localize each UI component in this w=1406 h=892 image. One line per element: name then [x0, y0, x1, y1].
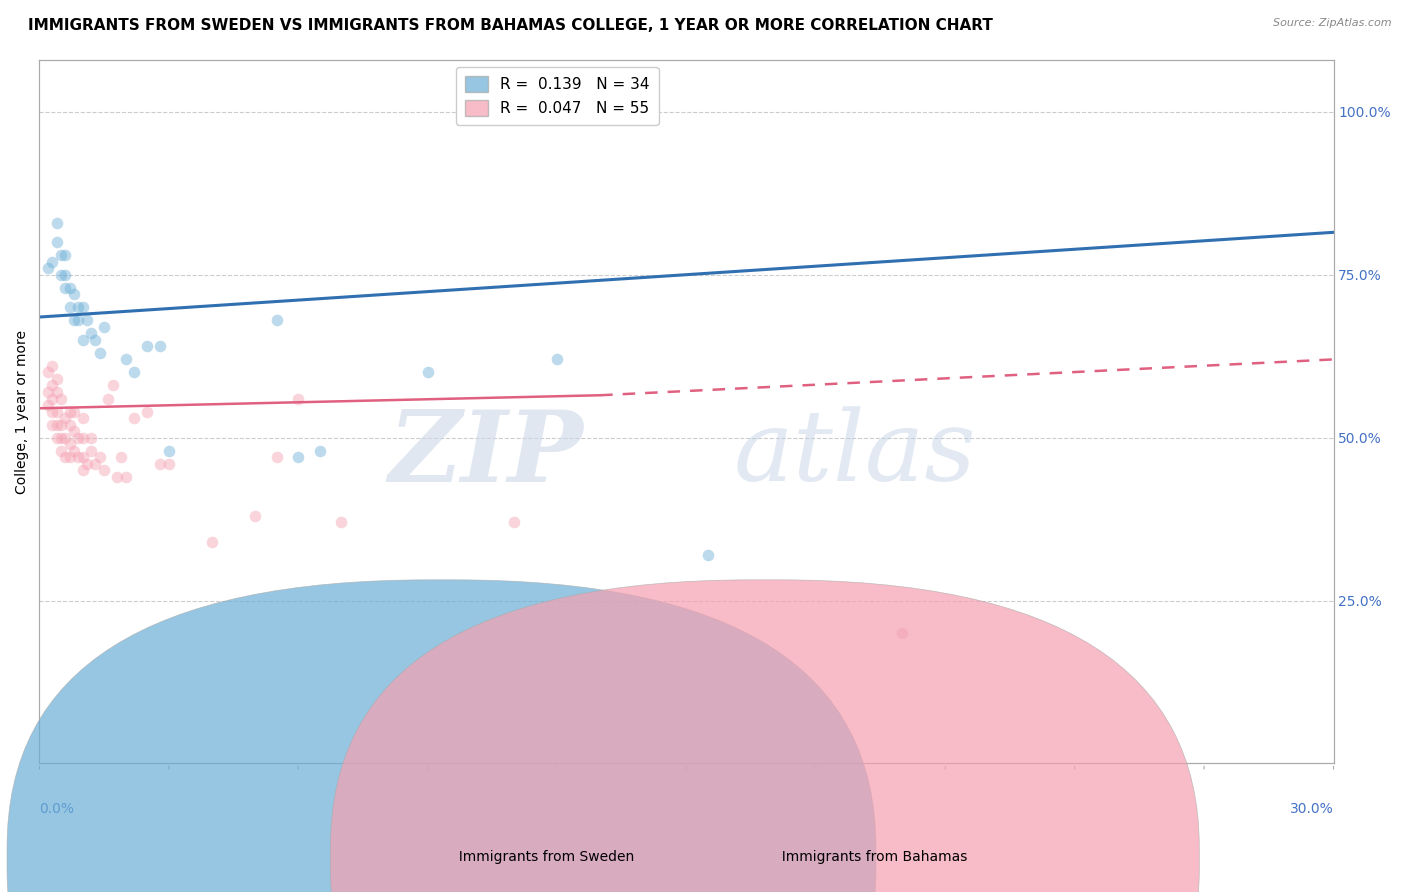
Point [63, 424, 86, 438]
Point [63, 404, 86, 418]
Point [59, 450, 82, 465]
Point [80, 326, 103, 341]
Point [59, 404, 82, 418]
Point [93, 463, 115, 477]
Point [49, 443, 72, 458]
Text: atlas: atlas [734, 406, 976, 501]
Point [53, 281, 76, 295]
Point [53, 248, 76, 262]
Text: Source: ZipAtlas.com: Source: ZipAtlas.com [1274, 18, 1392, 28]
Point [45, 215, 67, 229]
Point [697, 548, 720, 562]
Point [49, 268, 72, 282]
Point [114, 352, 136, 367]
Point [72, 333, 94, 347]
Point [157, 457, 180, 471]
Point [72, 411, 94, 425]
Point [89, 346, 111, 360]
Point [114, 469, 136, 483]
Point [89, 450, 111, 465]
Point [105, 469, 128, 483]
Point [97, 392, 120, 406]
Point [37, 366, 59, 380]
Point [416, 366, 439, 380]
Point [49, 392, 72, 406]
Point [41, 417, 63, 432]
Point [149, 457, 172, 471]
Point [67, 313, 90, 327]
Point [308, 443, 330, 458]
Text: 0.0%: 0.0% [39, 802, 75, 816]
Text: Immigrants from Bahamas: Immigrants from Bahamas [773, 850, 967, 863]
Point [287, 392, 309, 406]
Point [243, 508, 266, 523]
Point [49, 248, 72, 262]
Point [136, 339, 159, 353]
Point [72, 300, 94, 314]
Point [41, 378, 63, 392]
Point [72, 463, 94, 477]
Point [59, 437, 82, 451]
Point [63, 287, 86, 301]
Point [891, 626, 914, 640]
Point [45, 372, 67, 386]
Point [63, 313, 86, 327]
Point [53, 450, 76, 465]
Point [53, 431, 76, 445]
Point [84, 333, 107, 347]
Point [80, 443, 103, 458]
Legend: R =  0.139   N = 34, R =  0.047   N = 55: R = 0.139 N = 34, R = 0.047 N = 55 [456, 67, 658, 125]
Point [266, 450, 288, 465]
Text: IMMIGRANTS FROM SWEDEN VS IMMIGRANTS FROM BAHAMAS COLLEGE, 1 YEAR OR MORE CORREL: IMMIGRANTS FROM SWEDEN VS IMMIGRANTS FRO… [28, 18, 993, 33]
Point [93, 319, 115, 334]
Point [59, 417, 82, 432]
Point [110, 450, 132, 465]
Point [45, 431, 67, 445]
Text: Immigrants from Sweden: Immigrants from Sweden [450, 850, 634, 863]
Point [67, 431, 90, 445]
Point [67, 300, 90, 314]
Point [201, 534, 224, 549]
Point [41, 392, 63, 406]
Point [37, 384, 59, 399]
Point [45, 417, 67, 432]
Point [124, 411, 146, 425]
Point [330, 516, 353, 530]
Point [76, 313, 98, 327]
Point [63, 443, 86, 458]
Point [546, 352, 568, 367]
Point [266, 313, 288, 327]
Point [41, 404, 63, 418]
Point [124, 366, 146, 380]
Point [76, 457, 98, 471]
Point [136, 404, 159, 418]
Point [72, 450, 94, 465]
Point [84, 457, 107, 471]
Point [287, 450, 309, 465]
Text: 30.0%: 30.0% [1289, 802, 1333, 816]
Y-axis label: College, 1 year or more: College, 1 year or more [15, 329, 30, 493]
Point [157, 443, 180, 458]
Point [45, 384, 67, 399]
Point [41, 359, 63, 373]
Point [101, 378, 124, 392]
Point [41, 254, 63, 268]
Point [80, 431, 103, 445]
Point [72, 431, 94, 445]
Point [53, 411, 76, 425]
Point [45, 404, 67, 418]
Point [37, 398, 59, 412]
Point [503, 516, 526, 530]
Text: ZIP: ZIP [388, 406, 583, 502]
Point [67, 450, 90, 465]
Point [45, 235, 67, 249]
Point [59, 300, 82, 314]
Point [37, 261, 59, 276]
Point [59, 281, 82, 295]
Point [49, 417, 72, 432]
Point [49, 431, 72, 445]
Point [149, 339, 172, 353]
Point [53, 268, 76, 282]
